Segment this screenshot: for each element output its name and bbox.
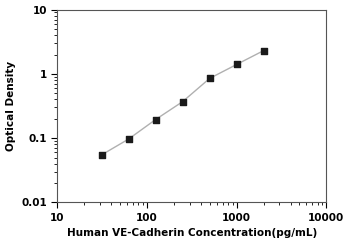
X-axis label: Human VE-Cadherin Concentration(pg/mL): Human VE-Cadherin Concentration(pg/mL) (66, 228, 317, 238)
Point (234, 62, 239, 66)
Point (207, 76, 212, 80)
Y-axis label: Optical Density: Optical Density (6, 61, 15, 151)
Point (180, 100, 186, 104)
Point (153, 118, 159, 122)
Point (261, 49, 266, 52)
Point (99, 153, 104, 157)
Point (126, 137, 132, 141)
